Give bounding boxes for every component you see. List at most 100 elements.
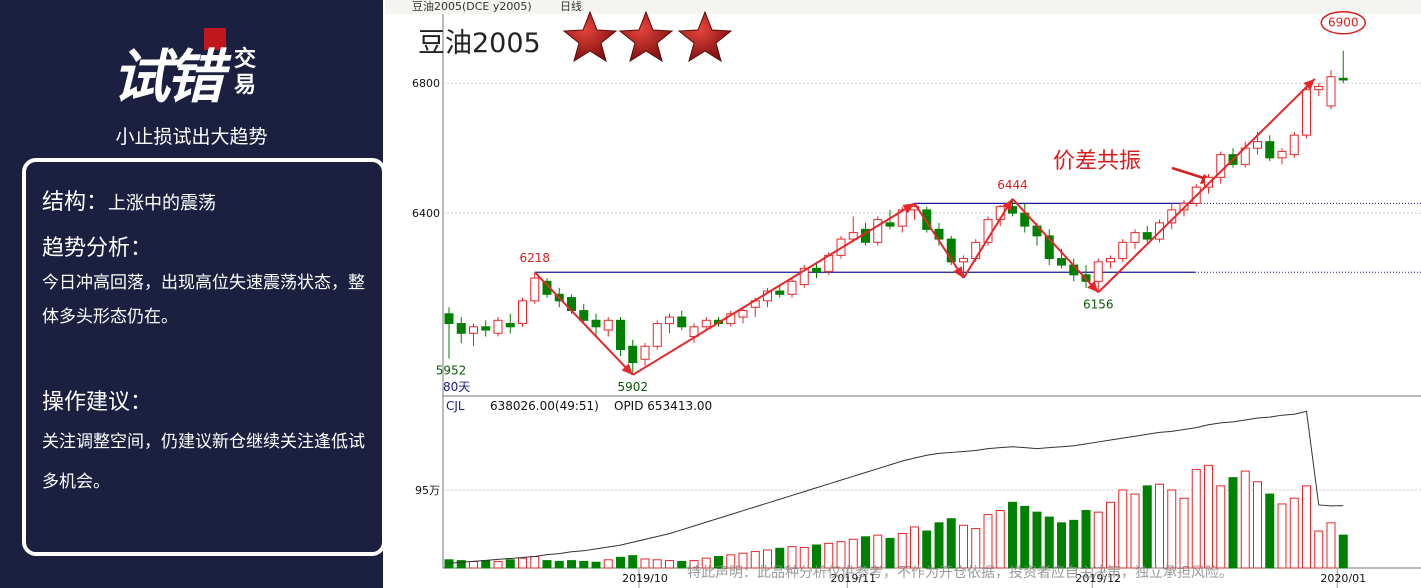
x-tick-label: 2020/01 bbox=[1320, 572, 1366, 585]
volume-bar bbox=[861, 536, 870, 569]
y-tick-label: 6800 bbox=[412, 77, 440, 90]
candle-body bbox=[775, 290, 785, 295]
x-tick-label: 2019/11 bbox=[830, 572, 876, 585]
volume-bar bbox=[1020, 505, 1030, 569]
trend-arrow bbox=[1097, 78, 1316, 294]
volume-bar bbox=[628, 555, 638, 569]
candle-body bbox=[505, 323, 515, 328]
candle-body bbox=[1093, 261, 1103, 282]
candle-body bbox=[1265, 141, 1275, 159]
candle-body bbox=[959, 258, 968, 263]
candle-body bbox=[799, 267, 809, 286]
volume-bar bbox=[652, 559, 662, 569]
volume-bar bbox=[554, 560, 564, 569]
volume-bar bbox=[640, 558, 650, 569]
volume-bar bbox=[542, 560, 552, 569]
candle-body bbox=[1302, 89, 1311, 136]
annotation: 5902 bbox=[617, 380, 648, 394]
candle-body bbox=[530, 277, 540, 302]
x-tick-label: 2019/12 bbox=[1075, 572, 1121, 585]
candle-body bbox=[493, 319, 503, 334]
candle-body bbox=[812, 267, 821, 273]
trend-arrowhead bbox=[1303, 78, 1315, 91]
volume-bar bbox=[493, 560, 503, 569]
volume-bar bbox=[1069, 519, 1079, 569]
volume-bar bbox=[1216, 485, 1226, 569]
volume-bar bbox=[1130, 493, 1140, 569]
candle-body bbox=[738, 310, 748, 318]
trend-arrowhead bbox=[953, 266, 964, 279]
candle-body bbox=[579, 310, 589, 321]
volume-bar bbox=[726, 554, 736, 569]
volume-bar bbox=[1155, 483, 1164, 569]
volume-bar bbox=[750, 551, 760, 569]
structure-label: 结构： bbox=[42, 190, 109, 215]
window-label: 80天 bbox=[443, 380, 470, 394]
volume-bar bbox=[885, 537, 895, 569]
volume-bar bbox=[1338, 534, 1348, 569]
disclaimer: 特此声明：此品种分析仅供参考，不作为开仓依据，投资者应自主决策，独立承担风险。 bbox=[687, 564, 1233, 581]
candle-body bbox=[481, 326, 491, 331]
candle-body bbox=[665, 316, 674, 325]
volume-bar bbox=[1191, 468, 1201, 569]
annotation: 6218 bbox=[519, 251, 550, 265]
candle-body bbox=[848, 232, 858, 240]
volume-bar bbox=[922, 530, 932, 569]
volume-bar bbox=[1008, 501, 1017, 569]
volume-bar bbox=[1142, 485, 1152, 569]
candle-body bbox=[1142, 232, 1152, 240]
candle-body bbox=[518, 300, 527, 325]
trend-arrow bbox=[962, 198, 1014, 279]
volume-bar bbox=[1289, 497, 1299, 569]
volume-bar bbox=[946, 518, 956, 569]
candle-body bbox=[1008, 206, 1017, 214]
annotation: 6444 bbox=[997, 178, 1028, 192]
volume-bar bbox=[481, 560, 491, 569]
volume-bar bbox=[787, 546, 797, 569]
trend-text: 今日冲高回落，出现高位失速震荡状态，整体多头形态仍在。 bbox=[42, 273, 365, 327]
stars bbox=[562, 10, 733, 63]
volume-bar bbox=[1118, 489, 1128, 569]
trend-arrow bbox=[534, 271, 634, 376]
volume-bar bbox=[1302, 485, 1311, 569]
volume-bar bbox=[518, 557, 527, 569]
logo: 试错 bbox=[112, 43, 224, 111]
volume-bar bbox=[1265, 493, 1275, 569]
volume-bar bbox=[1057, 522, 1066, 569]
trend-arrowhead bbox=[1087, 280, 1099, 293]
candle-body bbox=[591, 319, 601, 328]
volume-bar bbox=[689, 560, 699, 569]
candle-body bbox=[1314, 85, 1324, 91]
candle-body bbox=[1253, 141, 1262, 149]
chart-title: 豆油2005 bbox=[418, 28, 541, 59]
volume-bar bbox=[824, 542, 834, 569]
volume-bar bbox=[1179, 497, 1189, 569]
slogan: 小止损试出大趋势 bbox=[115, 126, 268, 148]
volume-bar bbox=[799, 546, 809, 569]
trend-arrowhead bbox=[902, 203, 915, 214]
volume-bar bbox=[812, 544, 821, 569]
volume-bar bbox=[775, 547, 785, 569]
candle-body bbox=[971, 241, 981, 260]
volume-bar bbox=[469, 560, 478, 569]
candle-body bbox=[603, 319, 613, 331]
toolbar bbox=[385, 0, 1421, 14]
trend-arrow bbox=[1011, 198, 1099, 294]
candle-body bbox=[444, 313, 454, 325]
volume-bar bbox=[579, 560, 589, 569]
candle-body bbox=[456, 323, 466, 334]
candle-body bbox=[1338, 77, 1348, 81]
volume-bar bbox=[616, 556, 625, 569]
callout: 价差共振 bbox=[1053, 149, 1141, 174]
structure: 上涨中的震荡 bbox=[108, 193, 217, 214]
volume-bar bbox=[873, 534, 883, 569]
candle-body bbox=[1057, 258, 1066, 266]
candle-body bbox=[1326, 76, 1336, 107]
annotation: 6900 bbox=[1328, 16, 1359, 30]
structure-row: 结构：上涨中的震荡 bbox=[42, 184, 376, 216]
annotation: 5952 bbox=[436, 364, 467, 378]
volume-bar bbox=[1093, 511, 1103, 569]
volume-bar bbox=[1326, 522, 1336, 569]
